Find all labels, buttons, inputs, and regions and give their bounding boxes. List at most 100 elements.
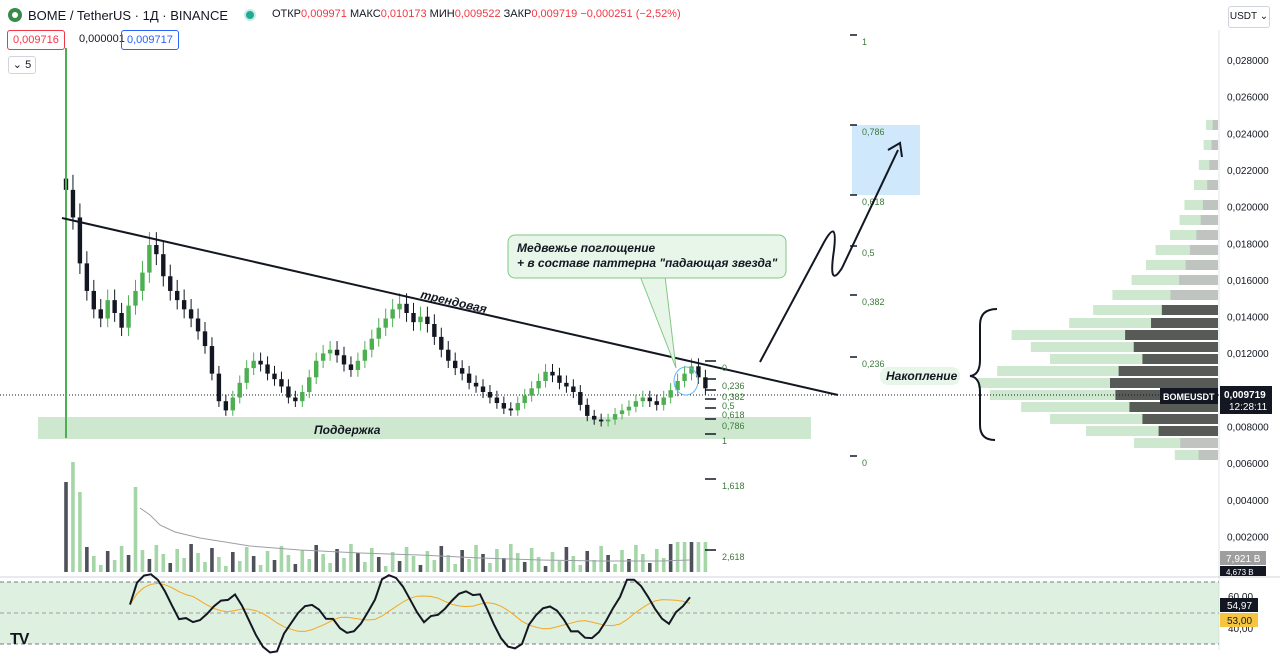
symbol-title[interactable]: BOME / TetherUS · 1Д · BINANCE [28,7,229,23]
buy-price-button[interactable]: 0,009717 [121,30,179,50]
price-tick: 0,018000 [1227,239,1269,250]
market-status-icon[interactable] [244,9,257,21]
profile-row-down [1179,275,1218,285]
profile-row-down [1125,330,1218,340]
price-tick: 0,002000 [1227,532,1269,543]
volume-bar [85,547,89,572]
candle-body [119,312,124,328]
candle-body [689,366,694,374]
volume-profile [978,120,1218,460]
profile-row-down [1202,200,1218,210]
profile-row-down [1196,230,1218,240]
candle-body [432,324,437,337]
profile-row-down [1133,342,1218,352]
candle-body [418,316,423,323]
profile-row-up [1203,140,1218,150]
candle-body [355,360,361,370]
candle-body [661,397,666,405]
volume-bar [668,544,673,572]
candle-body [77,217,83,264]
volume-bar [543,566,548,572]
candle-body [494,397,500,404]
fib-label: 0,5 [862,248,875,258]
price-axis[interactable]: 0,028000 0,026000 0,024000 0,022000 0,020000… [1227,56,1269,543]
rsi-line [129,573,691,654]
candle-body [522,395,527,404]
volume-bar [265,551,270,572]
candle-body [501,403,507,409]
candle-body [320,353,326,361]
currency-button[interactable]: USDT ⌄ [1228,6,1270,28]
profile-row-down [1209,160,1218,170]
volume-bar [439,546,444,572]
candle-body [70,189,76,218]
volume-bar [509,544,513,572]
sell-price-button[interactable]: 0,009716 [7,30,65,50]
profile-row-down [1118,366,1218,376]
profile-row-up [1206,120,1218,130]
candle-body [459,368,465,374]
volume-bar [286,555,291,572]
rsi-ma-tag [1220,613,1258,627]
profile-row-up [1021,402,1218,412]
volume-bar [432,560,437,572]
fib-label: 0,382 [862,297,885,307]
volume-tag [1220,551,1266,565]
volume-bar [92,556,96,572]
profile-row-up [997,366,1218,376]
tradingview-logo[interactable]: TV [10,631,29,648]
volume-bar [168,563,173,572]
candle-body [654,401,659,405]
indicators-toggle[interactable]: ⌄ 5 [8,56,36,74]
profile-row-down [1158,426,1218,436]
open-value: 0,009971 [301,8,347,20]
profile-row-up [1155,245,1218,255]
profile-row-down [1129,402,1218,412]
candle-body [633,401,639,407]
close-value: 0,009719 [531,8,578,20]
volume-bar [522,562,527,572]
candle-body [619,410,625,415]
callout-line2: + в составе паттерна "падающая звезда" [517,256,778,270]
volume-bar [682,542,687,572]
candle-body [230,397,235,411]
price-tick: 0,012000 [1227,349,1269,360]
volume-bar [293,564,298,572]
fib-label: 0,236 [862,359,885,369]
volume-bar [196,553,200,572]
profile-row-down [1185,260,1218,270]
close-label: ЗАКР [503,8,532,20]
volume-bar [119,546,124,572]
price-tick: 0,026000 [1227,93,1269,104]
chart-header: BOME / TetherUS · 1Д · BINANCE [8,6,257,24]
profile-row-up [1174,450,1218,460]
callout-line1: Медвежье поглощение [517,241,656,255]
candle-body [202,331,208,347]
volume-bar [578,565,583,572]
candle-body [147,245,152,273]
candle-body [334,349,340,356]
volume-bar [689,542,694,572]
volume-bar [279,546,284,572]
candle-body [216,373,222,402]
candle-body [446,349,451,361]
volume-tag-text: 7,921 B [1226,554,1261,565]
candle-body [175,290,180,301]
volume-bar [648,563,652,572]
price-tick: 0,022000 [1227,166,1269,177]
countdown-text: 12:28:11 [1229,402,1268,413]
candle-body [181,300,187,310]
candle-body [265,364,270,374]
volume-bar [654,549,659,572]
candle-body [91,290,96,310]
candle-body [397,303,402,310]
accumulation-label-bg [880,367,960,385]
volume-bar [488,563,492,572]
profile-row-up [1194,180,1218,190]
profile-row-up [1050,354,1218,364]
profile-row-down [1180,438,1218,448]
candle-body [258,360,263,365]
volume-bar [112,560,117,572]
volume-bar [564,547,569,572]
